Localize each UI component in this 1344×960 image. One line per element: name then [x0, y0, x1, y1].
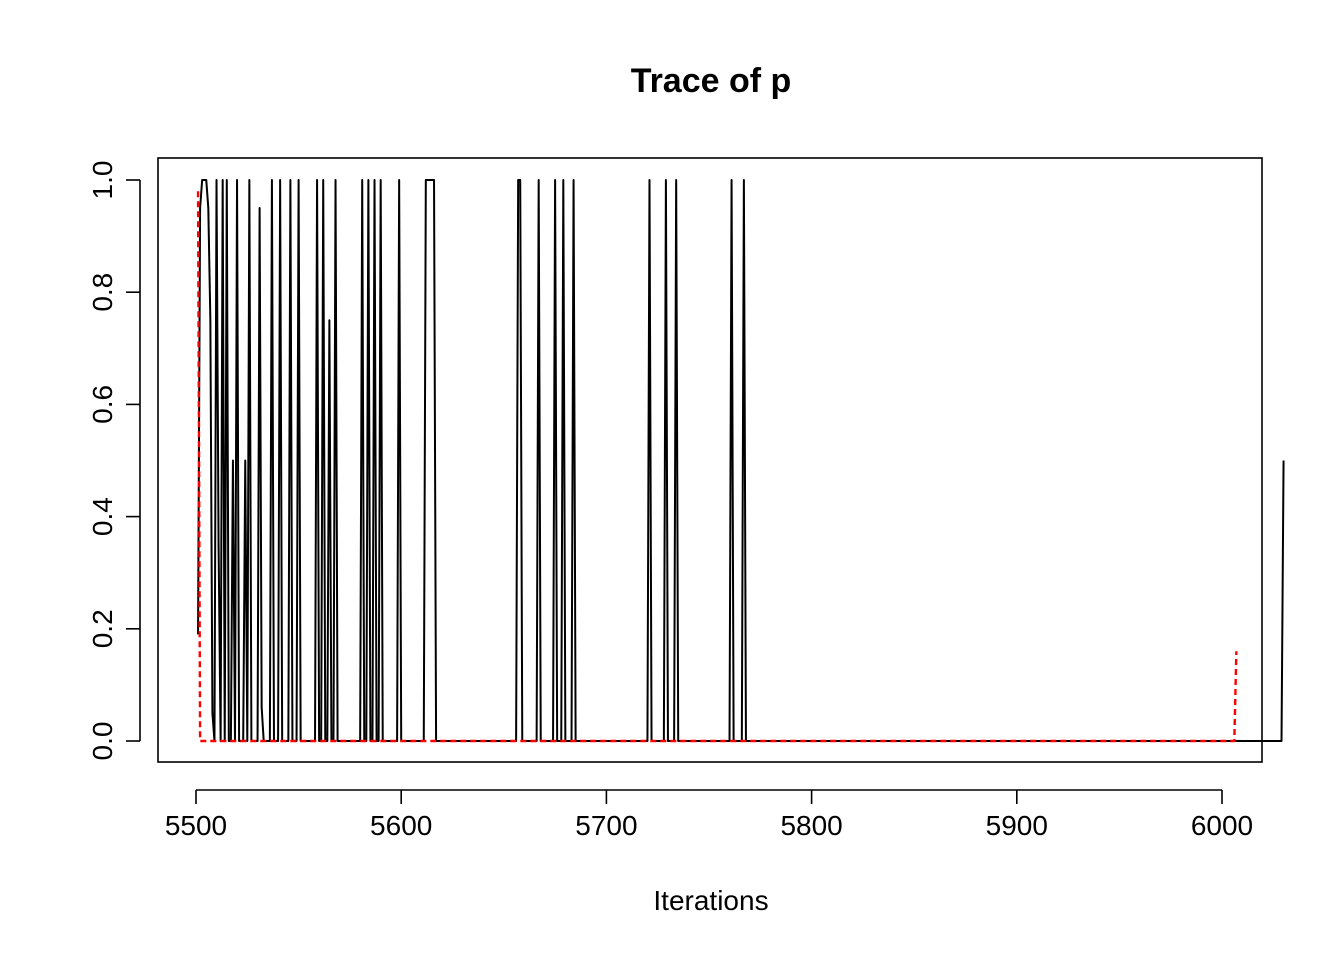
x-axis: 5500 5600 5700 5800 5900 6000 — [165, 789, 1253, 841]
series-layer — [196, 179, 1285, 743]
series-line-2 — [196, 191, 1238, 743]
y-tick-label: 0.6 — [87, 385, 118, 424]
y-tick-label: 0.8 — [87, 273, 118, 312]
x-tick-label: 5700 — [575, 810, 637, 841]
y-tick-label: 0.4 — [87, 497, 118, 536]
x-axis-label: Iterations — [653, 885, 768, 916]
y-axis: 0.0 0.2 0.4 0.6 0.8 1.0 — [87, 161, 141, 761]
plot-frame — [157, 157, 1263, 763]
series-line-1 — [197, 179, 1285, 742]
y-tick-label: 0.0 — [87, 722, 118, 761]
x-tick-label: 6000 — [1191, 810, 1253, 841]
y-tick-label: 0.2 — [87, 609, 118, 648]
x-tick-label: 5600 — [370, 810, 432, 841]
x-tick-label: 5900 — [986, 810, 1048, 841]
y-tick-label: 1.0 — [87, 161, 118, 200]
chart-title: Trace of p — [631, 62, 792, 100]
x-tick-label: 5800 — [780, 810, 842, 841]
x-tick-label: 5500 — [165, 810, 227, 841]
